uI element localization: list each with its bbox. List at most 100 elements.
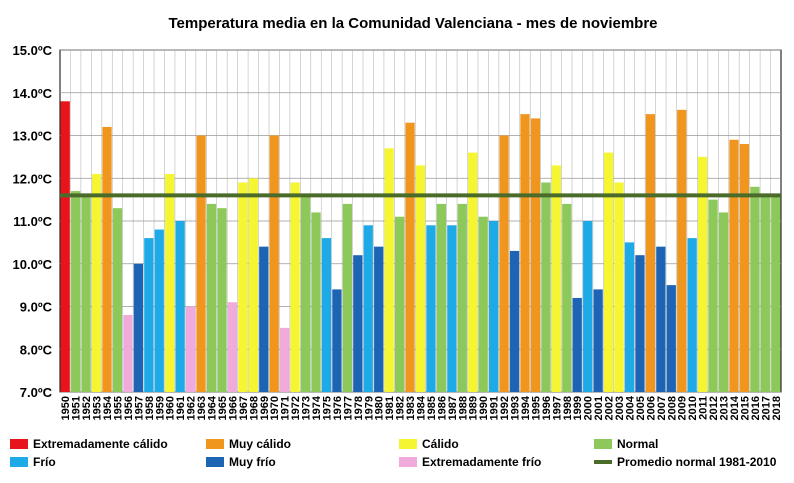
bar-2007 <box>656 246 666 392</box>
bar-1955 <box>112 208 123 392</box>
bar-1967 <box>238 182 248 392</box>
x-tick-label: 1984 <box>416 395 428 420</box>
bar-1998 <box>562 203 572 392</box>
x-tick-label: 1963 <box>196 396 208 420</box>
bar-1973 <box>300 195 311 392</box>
x-tick-label: 1979 <box>363 396 375 420</box>
x-tick-label: 1994 <box>520 395 532 420</box>
bar-1952 <box>81 195 91 392</box>
x-tick-label: 1980 <box>374 396 386 420</box>
y-tick-label: 13.0ºC <box>13 129 53 144</box>
bar-1962 <box>185 306 196 392</box>
x-tick-label: 1985 <box>426 396 438 420</box>
bar-1984 <box>415 165 426 392</box>
chart-title: Temperatura media en la Comunidad Valenc… <box>168 15 657 32</box>
x-tick-label: 1960 <box>165 396 177 420</box>
bar-1988 <box>457 203 467 392</box>
bar-1970 <box>269 135 279 392</box>
y-tick-label: 10.0ºC <box>13 257 53 272</box>
bar-2008 <box>666 285 676 392</box>
bar-2000 <box>583 221 593 392</box>
x-tick-label: 2016 <box>750 396 762 420</box>
bar-1956 <box>123 315 133 392</box>
x-tick-label: 1996 <box>541 396 553 420</box>
x-tick-label: 1970 <box>269 396 281 420</box>
y-tick-label: 15.0ºC <box>13 43 53 58</box>
x-tick-label: 1967 <box>238 396 250 420</box>
bar-1991 <box>489 221 499 392</box>
y-tick-label: 9.0ºC <box>20 300 53 315</box>
y-tick-label: 14.0ºC <box>13 86 53 101</box>
bar-2003 <box>614 182 624 392</box>
bar-1959 <box>154 229 164 392</box>
bar-1965 <box>217 208 227 392</box>
bar-1992 <box>499 135 509 392</box>
x-tick-label: 2004 <box>624 395 636 420</box>
x-tick-label: 1998 <box>562 396 574 420</box>
bar-1963 <box>196 135 206 392</box>
bar-1993 <box>509 250 520 392</box>
x-tick-label: 1974 <box>311 395 323 420</box>
bar-1966 <box>227 302 238 392</box>
x-tick-label: 1957 <box>133 396 145 420</box>
bar-2009 <box>677 109 687 392</box>
x-tick-label: 1956 <box>123 396 135 420</box>
x-tick-label: 1964 <box>207 395 219 420</box>
y-tick-label: 11.0ºC <box>13 214 52 229</box>
bar-1981 <box>384 148 394 392</box>
x-tick-label: 2009 <box>677 396 689 420</box>
bar-1977 <box>342 203 352 392</box>
bar-2004 <box>624 242 635 392</box>
bar-1975 <box>321 238 332 392</box>
x-tick-label: 1991 <box>489 396 501 420</box>
x-tick-label: 1977 <box>342 396 354 420</box>
x-tick-label: 2010 <box>687 396 699 420</box>
bar-1995 <box>530 118 541 393</box>
x-tick-label: 1973 <box>301 396 313 420</box>
bars <box>60 101 781 393</box>
x-tick-label: 1978 <box>353 396 365 420</box>
x-tick-label: 2002 <box>604 396 616 420</box>
bar-1972 <box>290 182 300 392</box>
x-tick-label: 2013 <box>719 396 731 420</box>
x-tick-label: 2007 <box>656 396 668 420</box>
bar-1989 <box>468 152 478 392</box>
bar-1974 <box>311 212 321 392</box>
bar-1996 <box>541 182 551 392</box>
x-tick-label: 2015 <box>739 396 751 420</box>
y-axis: 7.0ºC 8.0ºC 9.0ºC 10.0ºC 11.0ºC 12.0ºC 13.0ºC 1… <box>13 43 53 400</box>
x-tick-label: 1959 <box>154 396 166 420</box>
x-tick-label: 1965 <box>217 396 229 420</box>
bar-1994 <box>520 114 530 392</box>
x-tick-label: 1950 <box>60 396 72 420</box>
x-tick-label: 2005 <box>635 396 647 420</box>
x-tick-label: 2017 <box>760 396 772 420</box>
bar-1950 <box>60 101 70 393</box>
bar-1980 <box>374 246 384 392</box>
x-tick-label: 1993 <box>510 396 522 420</box>
y-tick-label: 12.0ºC <box>13 171 53 186</box>
bar-2006 <box>645 114 656 392</box>
bar-1997 <box>551 165 561 392</box>
bar-2017 <box>760 195 770 392</box>
x-tick-label: 1995 <box>530 396 542 420</box>
x-tick-label: 1982 <box>395 396 407 420</box>
x-tick-label: 1981 <box>384 396 396 420</box>
bar-1999 <box>572 297 582 392</box>
bar-2002 <box>603 152 614 392</box>
bar-1951 <box>71 191 81 392</box>
bar-1954 <box>102 126 112 392</box>
bar-1968 <box>248 178 258 392</box>
x-tick-label: 2012 <box>708 396 720 420</box>
x-tick-label: 1999 <box>572 396 584 420</box>
bar-1978 <box>353 255 363 392</box>
bar-2011 <box>698 156 708 392</box>
x-tick-label: 1987 <box>447 396 459 420</box>
bar-1957 <box>133 263 143 392</box>
x-axis: 1950195119521953195419551956195719581959… <box>60 395 783 420</box>
bar-2014 <box>729 139 739 392</box>
x-tick-label: 1992 <box>499 396 511 420</box>
x-tick-label: 1955 <box>112 396 124 420</box>
bar-2010 <box>687 238 697 392</box>
x-tick-label: 1954 <box>102 395 114 420</box>
